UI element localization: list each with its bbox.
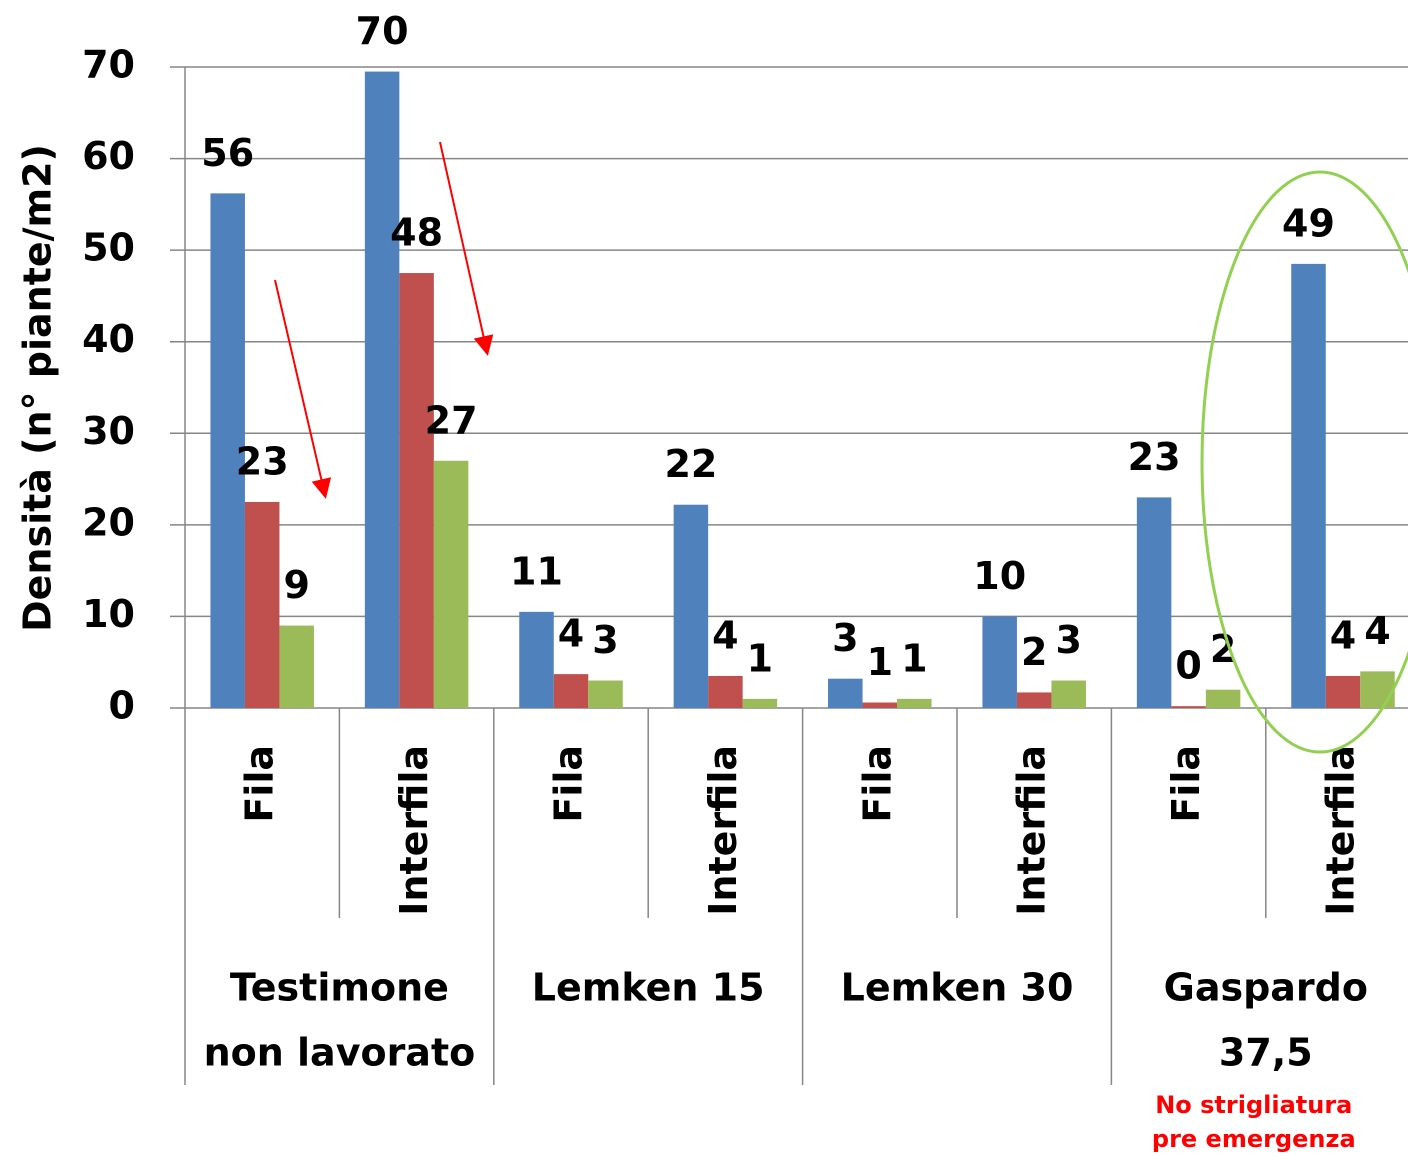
data-label: 23 — [236, 439, 289, 483]
data-label: 70 — [356, 9, 409, 53]
group-label: Gaspardo — [1164, 966, 1368, 1010]
highlight-ellipse — [1200, 170, 1408, 754]
annotation: pre emergenza — [1152, 1125, 1356, 1153]
y-tick-label: 20 — [82, 500, 135, 544]
x-tick-label: Interfila — [392, 745, 436, 916]
arrow — [274, 279, 332, 499]
bar — [828, 678, 863, 708]
bar — [897, 698, 932, 708]
x-tick-label: Interfila — [701, 745, 745, 916]
data-label: 10 — [973, 554, 1026, 598]
data-label: 4 — [1364, 609, 1390, 653]
data-label: 48 — [390, 211, 443, 255]
data-label: 4 — [712, 613, 738, 657]
bar — [862, 702, 898, 708]
group-label: Lemken 15 — [532, 966, 765, 1010]
data-label: 11 — [510, 549, 563, 593]
bar — [244, 501, 280, 708]
data-label: 3 — [832, 616, 858, 660]
data-label: 27 — [425, 398, 478, 442]
data-label: 4 — [558, 612, 584, 656]
data-label: 23 — [1128, 435, 1181, 479]
data-label: 3 — [592, 618, 618, 662]
data-label: 49 — [1282, 201, 1335, 245]
bar — [1051, 680, 1086, 708]
annotation: No strigliatura — [1155, 1091, 1352, 1119]
y-tick-label: 70 — [82, 43, 135, 87]
data-label: 0 — [1175, 644, 1201, 688]
bar — [588, 680, 623, 708]
bar — [982, 616, 1017, 708]
x-tick-label: Interfila — [1319, 745, 1363, 916]
group-label: Lemken 30 — [841, 966, 1074, 1010]
bar — [519, 611, 554, 708]
group-label: Testimone — [230, 966, 449, 1010]
bar — [1171, 706, 1206, 708]
bar — [1016, 692, 1052, 708]
bar — [1205, 689, 1241, 708]
arrow — [439, 141, 494, 356]
y-tick-label: 60 — [82, 134, 135, 178]
x-tick-label: Fila — [547, 745, 591, 823]
bar — [673, 504, 709, 708]
x-tick-label: Fila — [1164, 745, 1208, 823]
x-tick-label: Fila — [238, 745, 282, 823]
group-label: non lavorato — [204, 1031, 476, 1075]
y-tick-label: 0 — [109, 684, 135, 728]
y-tick-label: 50 — [82, 226, 135, 270]
bar — [553, 674, 589, 708]
data-label: 22 — [664, 442, 717, 486]
data-label: 1 — [867, 640, 893, 684]
bar — [210, 193, 245, 708]
y-tick-label: 10 — [82, 592, 135, 636]
bar — [1360, 671, 1395, 708]
bar — [1291, 263, 1326, 708]
data-label: 56 — [201, 131, 254, 175]
bar — [1136, 497, 1172, 708]
bar — [364, 71, 400, 709]
data-label: 3 — [1055, 618, 1081, 662]
data-label: 1 — [747, 636, 773, 680]
bar — [279, 625, 314, 708]
y-tick-label: 40 — [82, 317, 135, 361]
data-label: 4 — [1330, 613, 1356, 657]
bar — [742, 698, 778, 708]
x-tick-label: Fila — [855, 745, 899, 823]
group-label: 37,5 — [1219, 1031, 1313, 1075]
y-tick-label: 30 — [82, 409, 135, 453]
bar — [708, 675, 743, 708]
bar — [433, 460, 469, 708]
data-label: 9 — [283, 563, 309, 607]
data-label: 2 — [1021, 630, 1047, 674]
bar — [399, 273, 434, 708]
data-label: 2 — [1210, 627, 1236, 671]
y-axis-label: Densità (n° piante/m2) — [16, 144, 60, 632]
data-label: 1 — [901, 636, 927, 680]
bar — [1325, 675, 1361, 708]
x-tick-label: Interfila — [1010, 745, 1054, 916]
